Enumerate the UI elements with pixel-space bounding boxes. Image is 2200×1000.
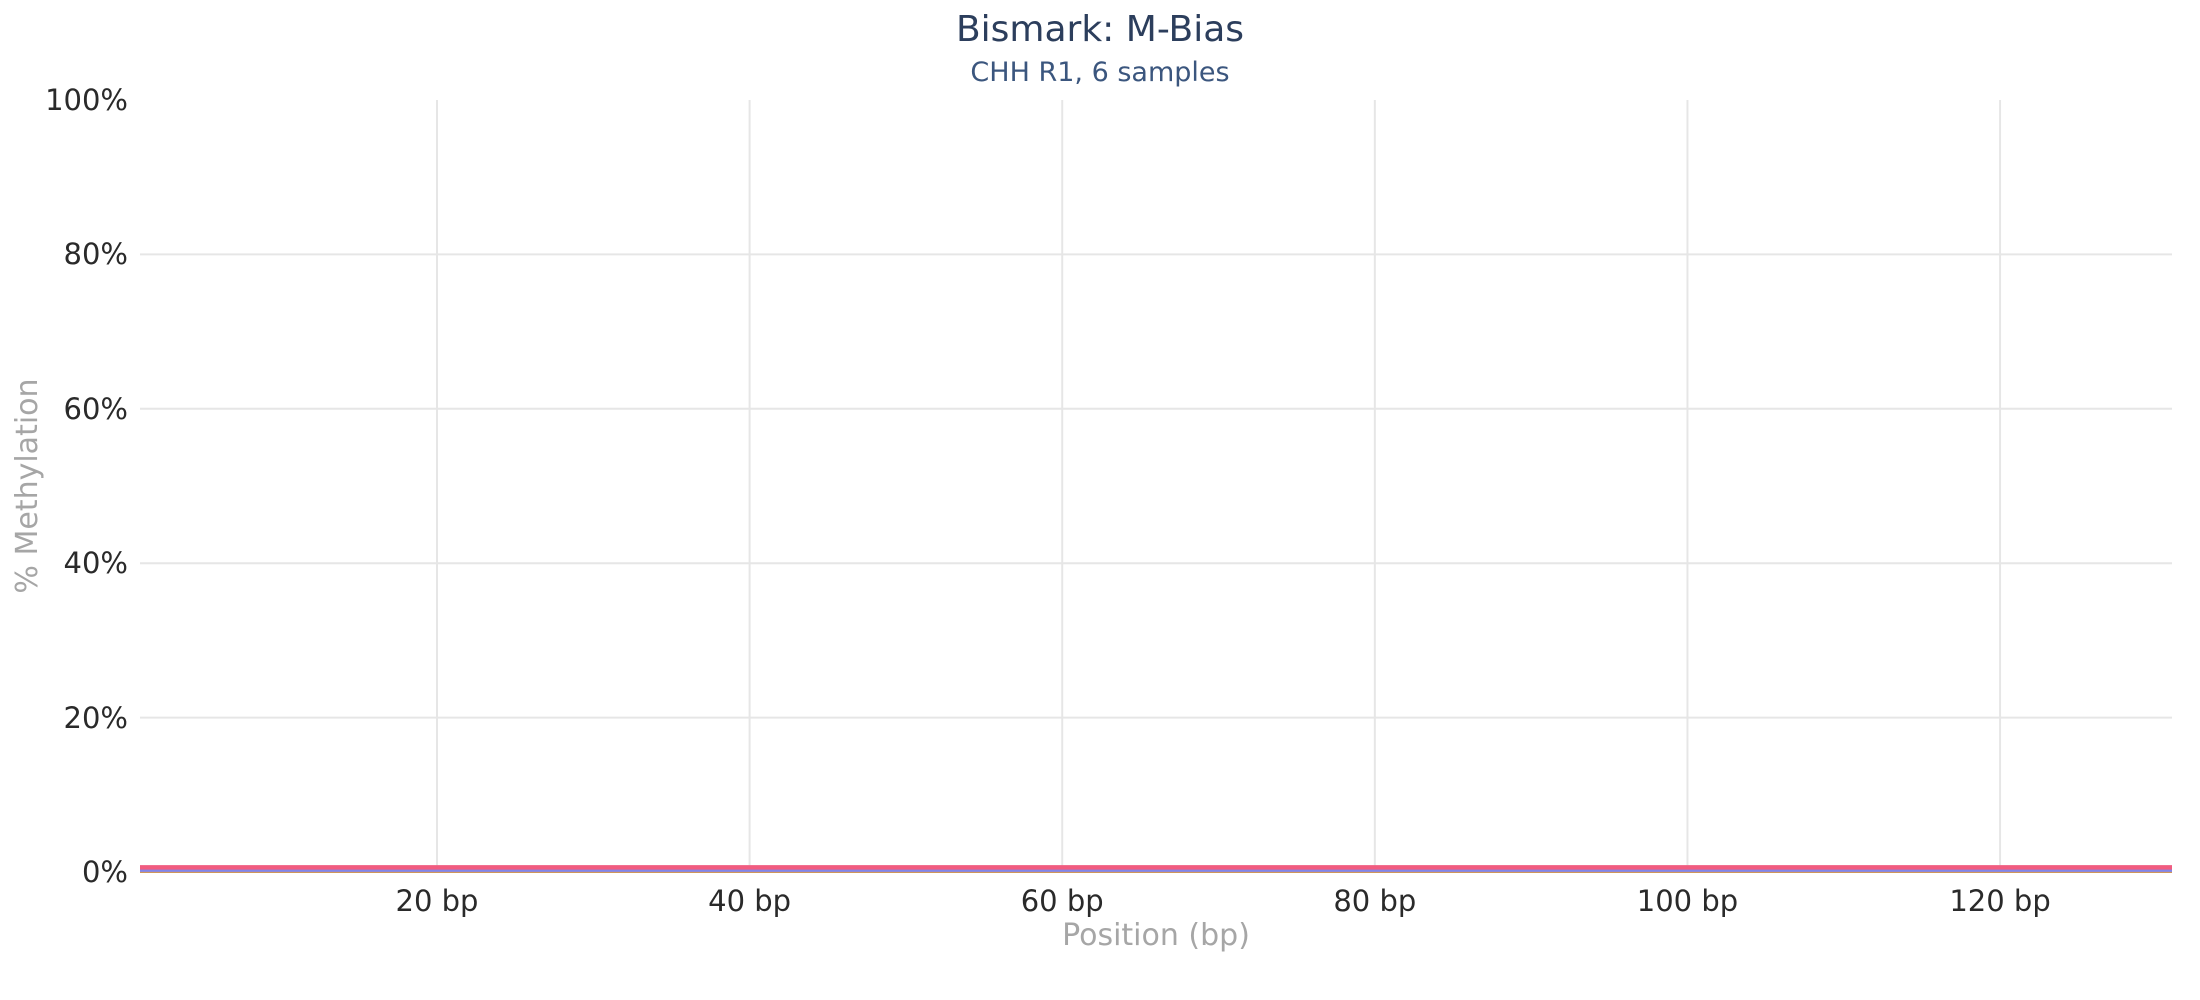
x-axis-title: Position (bp) <box>1062 918 1250 953</box>
y-tick-label: 40% <box>63 546 128 581</box>
chart-subtitle: CHH R1, 6 samples <box>970 57 1230 88</box>
x-tick-label: 120 bp <box>1949 884 2051 918</box>
chart-title: Bismark: M-Bias <box>955 9 1245 50</box>
x-tick-label: 20 bp <box>395 884 479 918</box>
x-tick-label: 40 bp <box>708 884 792 918</box>
y-tick-label: 60% <box>63 391 128 426</box>
y-tick-label: 80% <box>63 237 128 272</box>
x-tick-label: 60 bp <box>1020 884 1104 918</box>
y-tick-label: 0% <box>81 855 128 889</box>
y-tick-label: 100% <box>45 83 128 117</box>
x-tick-label: 100 bp <box>1636 884 1739 918</box>
x-tick-label: 80 bp <box>1333 884 1417 918</box>
y-tick-label: 20% <box>63 700 128 735</box>
